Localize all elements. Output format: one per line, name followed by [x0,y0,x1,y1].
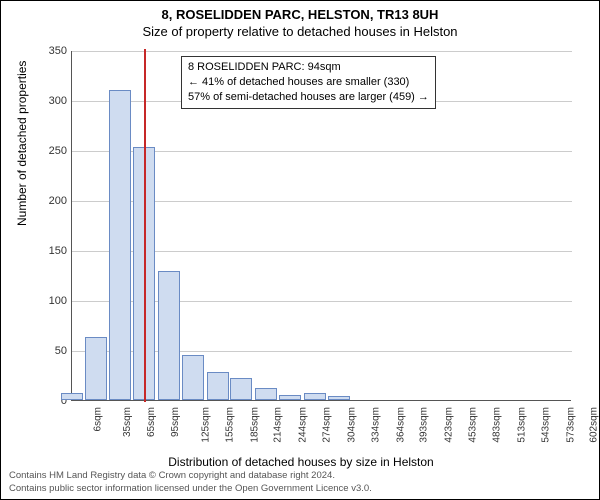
x-tick-label: 393sqm [419,407,430,443]
x-tick-label: 125sqm [200,407,211,443]
footer-line-2: Contains public sector information licen… [9,483,591,495]
footer: Contains HM Land Registry data © Crown c… [9,470,591,495]
info-box: 8 ROSELIDDEN PARC: 94sqm ← 41% of detach… [181,56,436,109]
chart-container: 8, ROSELIDDEN PARC, HELSTON, TR13 8UH Si… [0,0,600,500]
x-tick-label: 304sqm [346,407,357,443]
x-tick-label: 274sqm [322,407,333,443]
bar [182,355,204,400]
x-tick-label: 214sqm [273,407,284,443]
bar [109,90,131,400]
footer-line-1: Contains HM Land Registry data © Crown c… [9,470,591,482]
x-tick-label: 65sqm [146,407,157,437]
x-tick-label: 543sqm [541,407,552,443]
x-tick-label: 513sqm [516,407,527,443]
x-tick-label: 95sqm [170,407,181,437]
y-tick-label: 250 [49,145,67,157]
x-tick-label: 483sqm [492,407,503,443]
x-tick-label: 602sqm [589,407,600,443]
bar [279,395,301,400]
x-tick-label: 334sqm [371,407,382,443]
bar [158,271,180,400]
page-subtitle: Size of property relative to detached ho… [1,22,599,39]
bar [85,337,107,400]
x-tick-label: 244sqm [297,407,308,443]
x-tick-label: 364sqm [395,407,406,443]
y-tick-label: 150 [49,245,67,257]
y-tick-label: 350 [49,45,67,57]
x-tick-label: 423sqm [443,407,454,443]
x-tick-label: 6sqm [92,407,103,431]
info-line-2: ← 41% of detached houses are smaller (33… [188,75,429,90]
x-tick-label: 155sqm [225,407,236,443]
gridline [72,51,572,52]
y-axis-label: Number of detached properties [15,61,29,226]
bar [304,393,326,400]
x-tick-label: 453sqm [468,407,479,443]
y-tick-label: 200 [49,195,67,207]
info-line-3: 57% of semi-detached houses are larger (… [188,90,429,105]
bar [230,378,252,400]
bar [255,388,277,400]
y-tick-label: 50 [55,345,67,357]
bar [61,393,83,400]
y-tick-label: 100 [49,295,67,307]
y-tick-label: 300 [49,95,67,107]
info-line-1: 8 ROSELIDDEN PARC: 94sqm [188,60,429,75]
x-tick-label: 185sqm [249,407,260,443]
page-title: 8, ROSELIDDEN PARC, HELSTON, TR13 8UH [1,1,599,22]
chart-area: 0501001502002503003506sqm35sqm65sqm95sqm… [71,51,571,401]
x-tick-label: 573sqm [565,407,576,443]
property-marker-line [144,49,146,402]
bar [328,396,350,400]
x-axis-label: Distribution of detached houses by size … [1,455,600,469]
bar [207,372,229,400]
x-tick-label: 35sqm [122,407,133,437]
